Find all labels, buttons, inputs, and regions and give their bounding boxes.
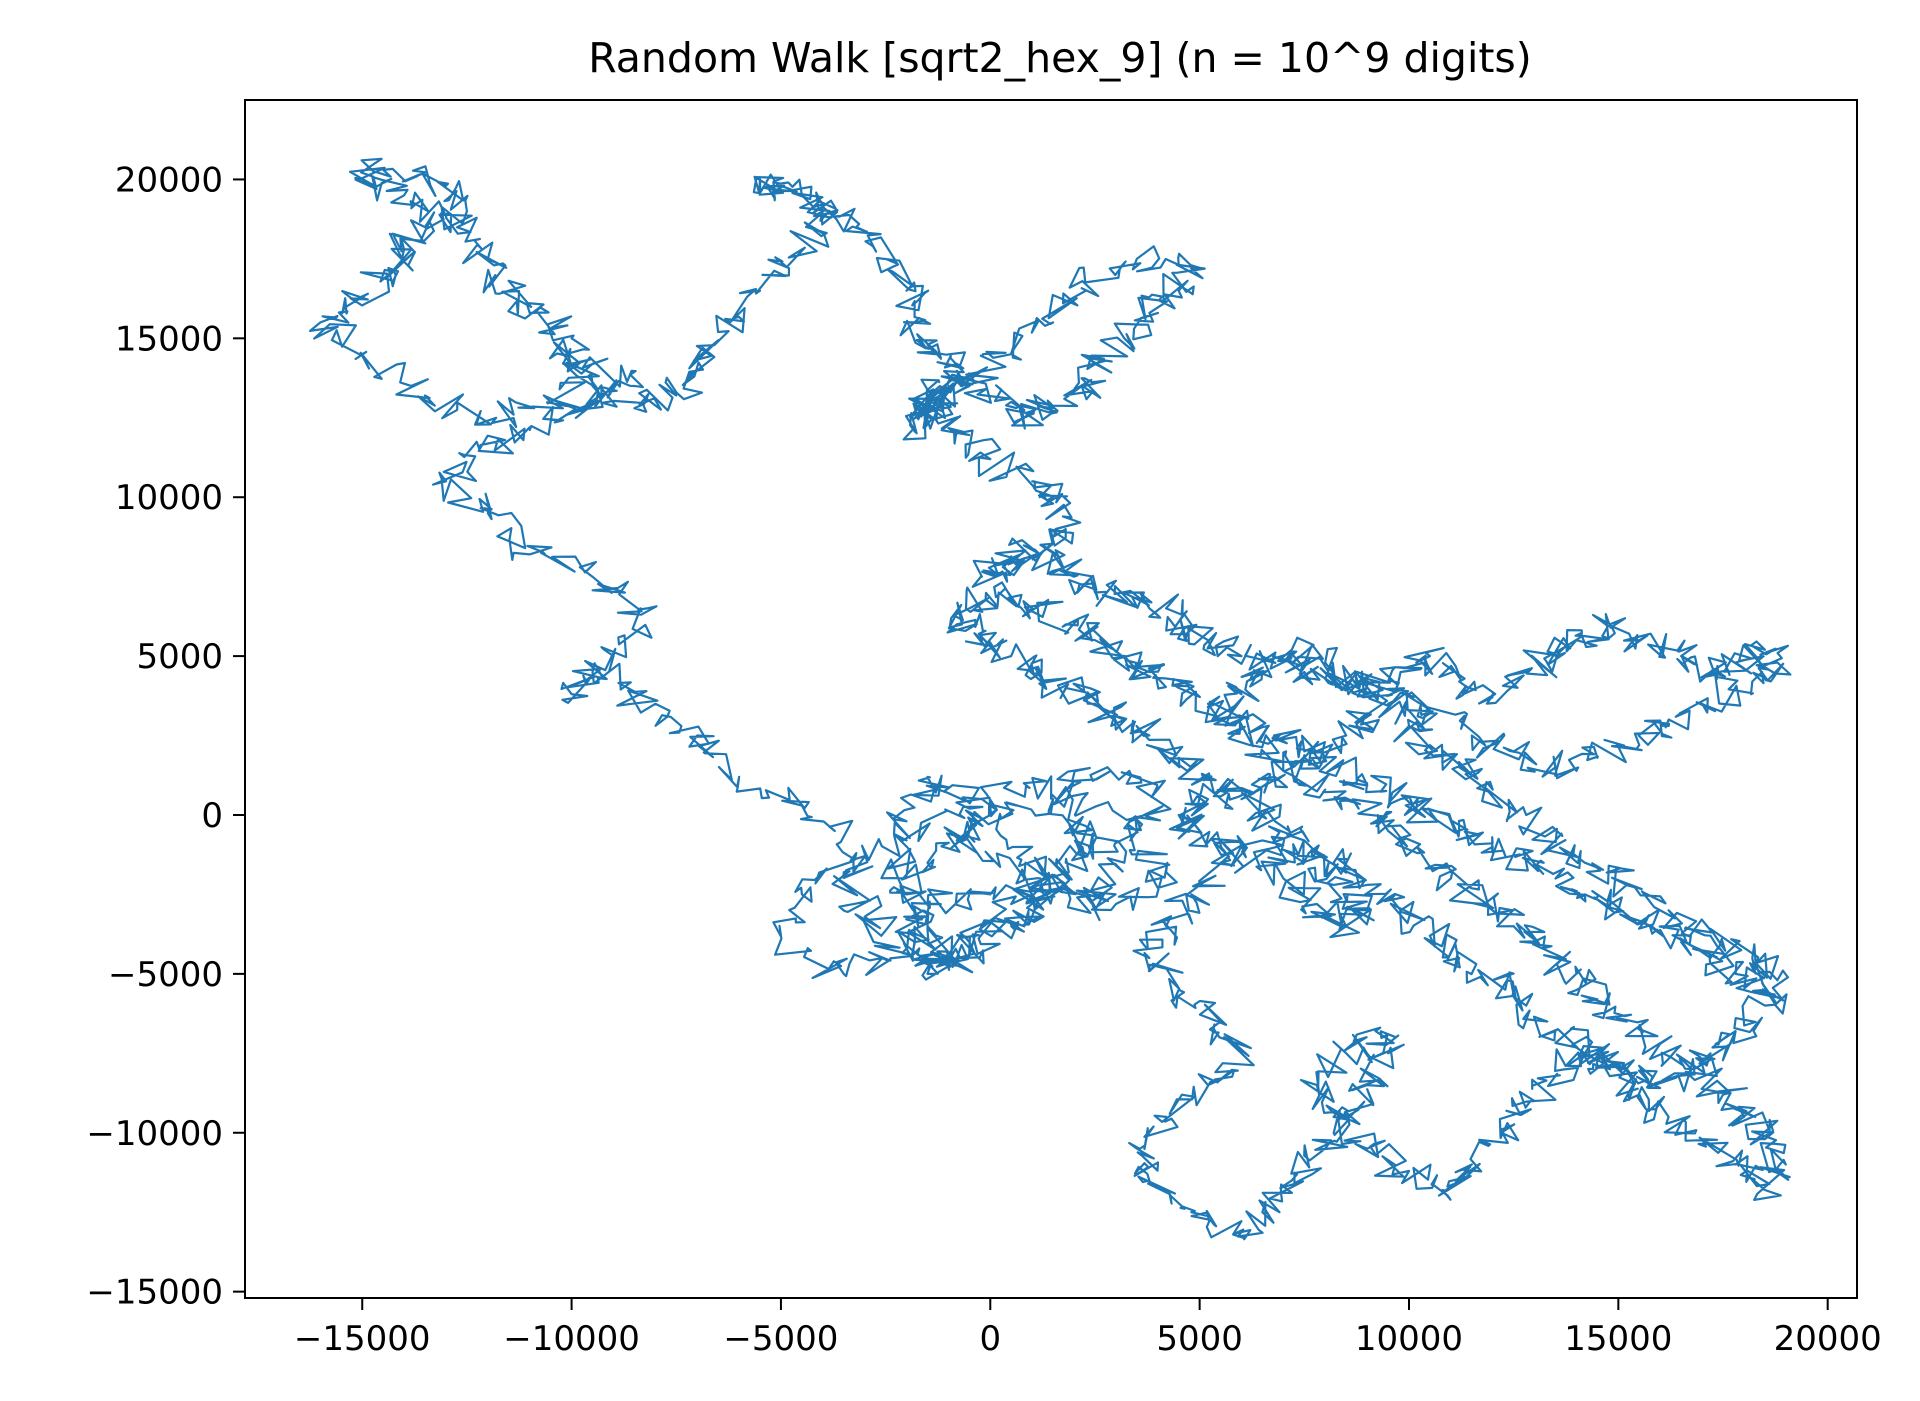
x-tick-label: 10000 [1355,1319,1463,1359]
y-tick-label: 15000 [115,319,223,359]
x-tick-label: −10000 [503,1319,640,1359]
x-tick-label: 20000 [1774,1319,1882,1359]
walk-series-line [309,157,1792,1241]
x-tick-label: 0 [979,1319,1001,1359]
x-tick-label: 15000 [1564,1319,1672,1359]
x-tick-label: −15000 [294,1319,431,1359]
plot-area [309,157,1792,1241]
x-tick-label: −5000 [723,1319,838,1359]
y-tick-label: 0 [201,796,223,836]
y-tick-label: 20000 [115,160,223,200]
x-tick-label: 5000 [1156,1319,1243,1359]
axis-ticks: −15000 −10000 −5000 0 5000 10000 15000 20000 −15… [86,160,1881,1359]
y-tick-label: 10000 [115,478,223,518]
y-tick-label: −10000 [86,1114,223,1154]
chart-title: Random Walk [sqrt2_hex_9] (n = 10^9 digi… [588,34,1532,82]
axes-frame [244,99,1858,1299]
y-tick-label: −15000 [86,1273,223,1313]
y-tick-label: 5000 [136,637,223,677]
y-tick-label: −5000 [108,955,223,995]
